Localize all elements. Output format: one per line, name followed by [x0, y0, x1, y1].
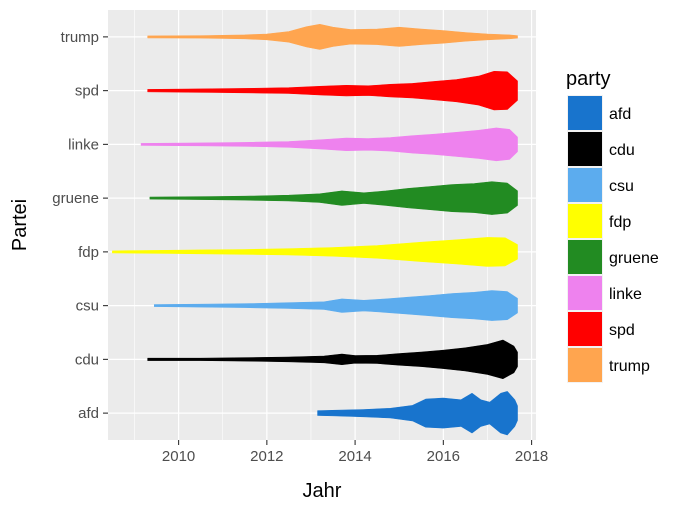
y-tick-label: trump [61, 29, 99, 46]
x-tick-label: 2010 [162, 448, 195, 465]
legend-label: afd [609, 106, 631, 123]
x-tick-label: 2018 [515, 448, 548, 465]
x-axis-title: Jahr [303, 480, 342, 502]
legend-swatch-spd [568, 312, 602, 346]
y-tick-label: fdp [78, 244, 99, 261]
legend-label: cdu [609, 142, 635, 159]
legend-swatch-cdu [568, 132, 602, 166]
legend-label: fdp [609, 214, 631, 231]
legend-label: trump [609, 358, 650, 375]
legend-title: party [566, 68, 610, 90]
legend-label: linke [609, 286, 642, 303]
violin-fdp [112, 237, 518, 267]
violin-csu [154, 290, 518, 321]
x-axis: 2010 2012 2014 2016 2018 [162, 440, 548, 465]
violin-spd [147, 71, 518, 111]
legend-swatch-afd [568, 96, 602, 130]
violin-cdu [147, 339, 518, 379]
y-tick-label: gruene [52, 190, 99, 207]
legend-label: spd [609, 322, 635, 339]
y-axis-title: Partei [9, 199, 31, 251]
legend-swatch-csu [568, 168, 602, 202]
y-axis: afd cdu csu fdp gruene linke spd trump [52, 29, 108, 422]
legend-label: gruene [609, 250, 659, 267]
x-tick-label: 2012 [250, 448, 283, 465]
y-tick-label: csu [76, 298, 99, 315]
legend-swatch-fdp [568, 204, 602, 238]
violin-trump [147, 24, 518, 50]
legend-swatch-linke [568, 276, 602, 310]
y-tick-label: cdu [75, 351, 99, 368]
legend: afd cdu csu fdp gruene linke spd trump [567, 95, 659, 383]
violins [112, 24, 518, 436]
y-tick-label: afd [78, 405, 99, 422]
x-tick-label: 2014 [338, 448, 371, 465]
legend-swatch-trump [568, 348, 602, 382]
plot-panel [108, 10, 536, 440]
legend-label: csu [609, 178, 634, 195]
y-tick-label: linke [68, 136, 99, 153]
violin-linke [140, 127, 518, 162]
legend-swatch-gruene [568, 240, 602, 274]
x-tick-label: 2016 [427, 448, 460, 465]
violin-gruene [149, 181, 518, 215]
violin-afd [317, 391, 518, 436]
y-tick-label: spd [75, 83, 99, 100]
